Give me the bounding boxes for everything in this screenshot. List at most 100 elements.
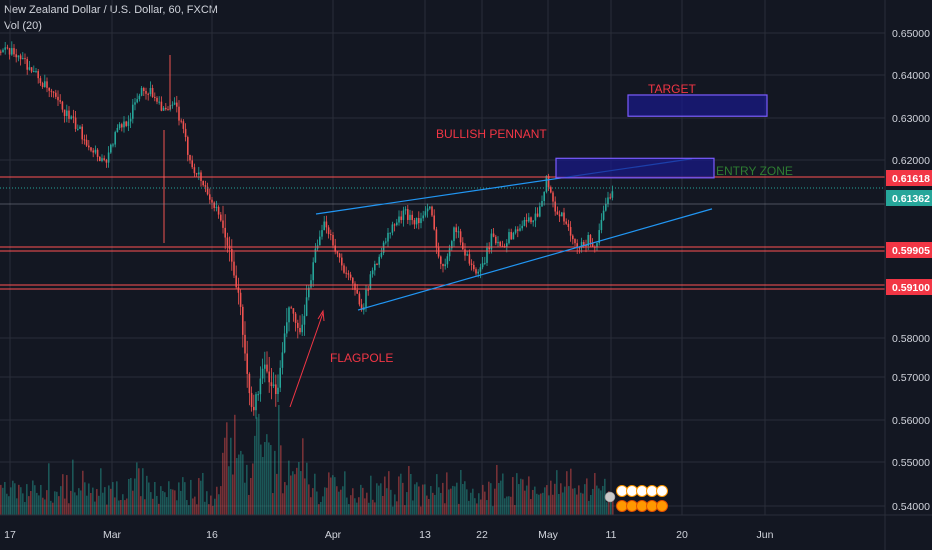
earnings-event-icon[interactable] <box>616 500 628 512</box>
volume-bar <box>482 484 484 515</box>
candle-body <box>517 229 519 231</box>
candle-body <box>206 186 209 195</box>
volume-bar <box>556 470 558 515</box>
candle-body <box>85 139 88 146</box>
volume-bar <box>364 498 366 515</box>
volume-bar <box>498 482 500 515</box>
time-tick-label: 22 <box>476 529 488 541</box>
price-tag-badge <box>886 279 932 295</box>
volume-bar <box>232 474 234 515</box>
candle-body <box>426 208 429 212</box>
candle-body <box>602 210 605 220</box>
candle-body <box>393 224 396 226</box>
candle-body <box>519 228 521 231</box>
volume-bar <box>324 487 326 515</box>
calendar-event-icon[interactable] <box>636 485 648 497</box>
candle-body <box>250 393 253 407</box>
volume-bar <box>164 492 166 515</box>
volume-bar <box>312 488 314 515</box>
candle-body <box>451 241 453 249</box>
candle-body <box>180 120 182 122</box>
event-badges[interactable] <box>604 485 668 512</box>
candle-body <box>506 243 508 247</box>
level-lines <box>0 176 885 290</box>
candle-body <box>6 47 9 49</box>
volume-bar <box>440 492 442 515</box>
flag-event-icon[interactable] <box>604 491 616 503</box>
volume-bar <box>446 472 448 515</box>
entry-zone-box[interactable] <box>555 157 715 179</box>
volume-bar <box>362 487 364 515</box>
volume-bar <box>226 422 228 515</box>
volume-indicator-label[interactable]: Vol (20) <box>4 20 42 32</box>
price-tag-label: 0.61618 <box>892 173 930 185</box>
volume-bar <box>574 488 576 515</box>
price-tag-badge <box>886 190 932 206</box>
volume-bar <box>158 503 160 515</box>
time-tick-label: Apr <box>325 529 342 541</box>
time-axis[interactable]: 17 Mar 16 Apr 13 22 May 11 20 Jun <box>4 529 773 541</box>
volume-bar <box>66 475 68 515</box>
candle-body <box>59 100 61 102</box>
volume-bar <box>566 471 568 515</box>
price-tick-label: 0.57000 <box>892 372 930 384</box>
earnings-event-icon[interactable] <box>636 500 648 512</box>
calendar-event-icon[interactable] <box>646 485 658 497</box>
volume-bar <box>452 485 454 515</box>
volume-bar <box>62 474 64 515</box>
candle-body <box>129 118 132 122</box>
candle-body <box>488 247 490 250</box>
volume-bar <box>598 488 600 515</box>
candle-body <box>448 248 451 257</box>
candle-body <box>22 58 24 60</box>
candle-body <box>310 280 312 288</box>
candle-body <box>495 236 497 244</box>
volume-bar <box>88 483 90 515</box>
candle-body <box>569 227 572 236</box>
volume-bar <box>198 478 200 515</box>
target-zone-box[interactable] <box>627 94 768 117</box>
candle-body <box>380 252 383 257</box>
volume-bar <box>476 503 478 515</box>
candle-body <box>222 220 224 228</box>
candle-body <box>409 214 411 220</box>
volume-bar <box>588 500 590 515</box>
candle-body <box>68 110 70 119</box>
candle-body <box>371 270 374 275</box>
candle-body <box>332 234 334 246</box>
volume-bar <box>94 501 96 515</box>
time-tick-label: Jun <box>757 529 774 541</box>
volume-bar <box>468 500 470 515</box>
volume-bar <box>334 477 336 515</box>
candle-body <box>367 289 369 291</box>
volume-bar <box>28 496 30 515</box>
candle-body <box>598 230 600 244</box>
volume-bar <box>420 506 422 515</box>
earnings-event-icon[interactable] <box>626 500 638 512</box>
candle-body <box>422 215 424 219</box>
earnings-event-icon[interactable] <box>656 500 668 512</box>
pennant-lower-trendline[interactable] <box>357 208 713 311</box>
volume-bar <box>338 491 340 515</box>
volume-bar <box>204 501 206 515</box>
candle-body <box>484 262 486 264</box>
candle-body <box>272 384 275 387</box>
calendar-event-icon[interactable] <box>656 485 668 497</box>
candle-body <box>151 87 154 97</box>
volume-bar <box>494 488 496 515</box>
price-axis[interactable]: 0.65000 0.64000 0.63000 0.62000 0.58000 0.570… <box>886 28 932 513</box>
candle-body <box>79 126 81 129</box>
candle-body <box>211 199 213 203</box>
candle-body <box>583 241 585 246</box>
calendar-event-icon[interactable] <box>616 485 628 497</box>
candle-body <box>204 185 207 187</box>
candle-body <box>277 387 279 395</box>
candle-body <box>418 218 420 224</box>
flagpole-arrowhead <box>317 309 325 322</box>
volume-bar <box>78 488 80 515</box>
volume-bar <box>84 482 86 515</box>
candle-body <box>255 394 257 411</box>
earnings-event-icon[interactable] <box>646 500 658 512</box>
calendar-event-icon[interactable] <box>626 485 638 497</box>
